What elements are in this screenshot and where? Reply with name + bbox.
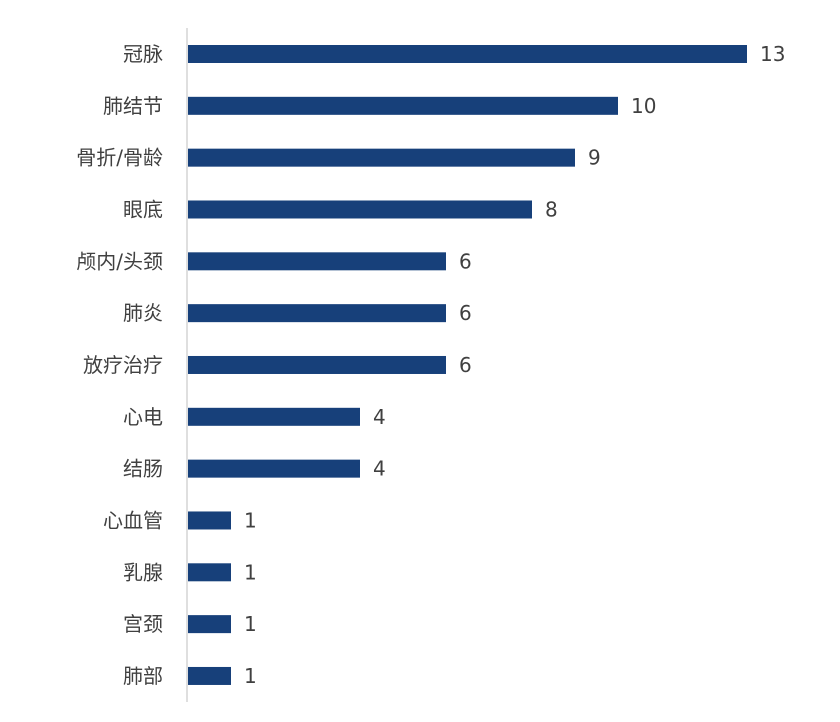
bar-8 [188, 459, 360, 478]
category-label: 肺部 [123, 664, 163, 688]
value-label: 1 [244, 508, 257, 532]
category-label: 放疗治疗 [83, 353, 163, 377]
bar-5 [188, 304, 446, 323]
bar-1 [188, 96, 618, 115]
category-label: 心血管 [103, 508, 163, 532]
category-label: 骨折/骨龄 [76, 146, 163, 170]
category-label: 肺炎 [123, 301, 163, 325]
value-label: 4 [373, 457, 386, 481]
category-label: 颅内/头颈 [76, 249, 163, 273]
value-label: 1 [244, 612, 257, 636]
value-label: 6 [459, 249, 472, 273]
value-label: 8 [545, 197, 558, 221]
value-label: 4 [373, 405, 386, 429]
bars-group [188, 45, 747, 685]
bar-10 [188, 563, 231, 582]
bar-4 [188, 252, 446, 271]
category-label: 眼底 [123, 197, 163, 221]
bar-12 [188, 666, 231, 685]
category-label: 心电 [123, 405, 163, 429]
value-label: 10 [631, 94, 656, 118]
value-label: 1 [244, 664, 257, 688]
bar-11 [188, 615, 231, 634]
bar-2 [188, 148, 575, 167]
bar-9 [188, 511, 231, 530]
bar-0 [188, 45, 747, 63]
category-label: 宫颈 [123, 612, 163, 636]
value-label: 1 [244, 560, 257, 584]
bar-6 [188, 355, 446, 374]
category-label: 肺结节 [103, 94, 163, 118]
value-label: 6 [459, 353, 472, 377]
bar-7 [188, 407, 360, 426]
value-label: 6 [459, 301, 472, 325]
value-label: 13 [760, 42, 785, 66]
category-label: 结肠 [123, 457, 163, 481]
category-label: 乳腺 [123, 560, 163, 584]
value-label: 9 [588, 146, 601, 170]
value-labels-group: 13 10 9 8 6 6 6 4 4 1 1 1 1 [244, 42, 785, 688]
bar-3 [188, 200, 532, 219]
category-label: 冠脉 [123, 42, 163, 66]
